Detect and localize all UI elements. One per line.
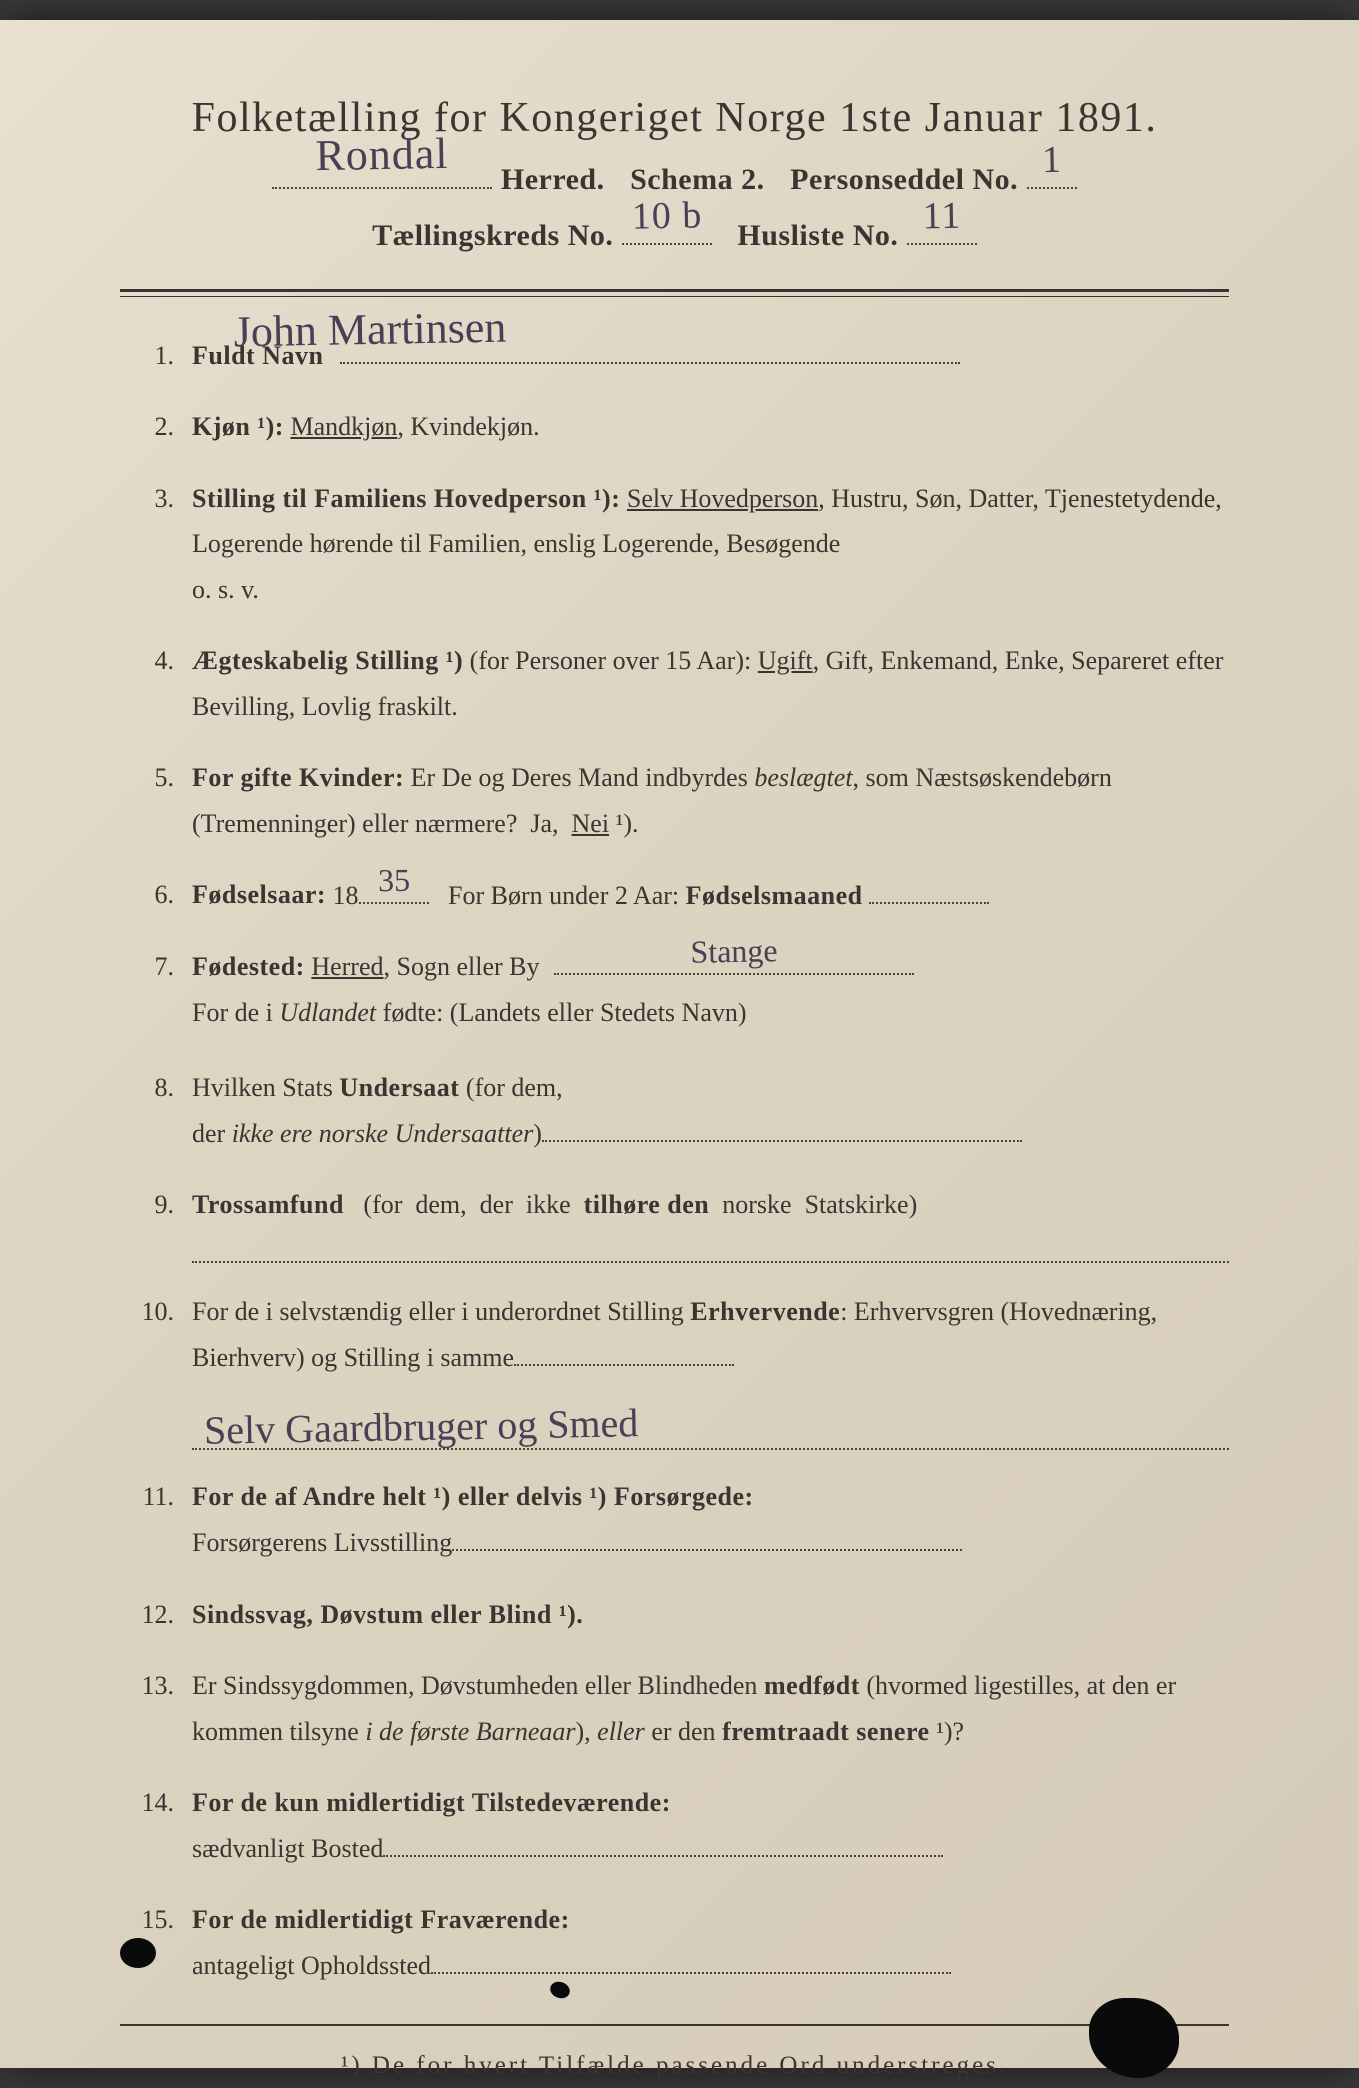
item-9: 9. Trossamfund (for dem, der ikke tilhør… <box>130 1182 1229 1263</box>
herred-field: Rondal <box>272 153 492 189</box>
personseddel-no-field: 1 <box>1027 153 1077 189</box>
item-3: 3. Stilling til Familiens Hovedperson ¹)… <box>130 476 1229 613</box>
ink-blot <box>120 1938 156 1968</box>
sogn-by-field: Stange <box>554 944 914 975</box>
census-form-page: Folketælling for Kongeriget Norge 1ste J… <box>0 20 1359 2068</box>
item-10: 10. For de i selvstændig eller i underor… <box>130 1289 1229 1380</box>
footer-rule <box>120 2024 1229 2026</box>
item-11: 11. For de af Andre helt ¹) eller delvis… <box>130 1474 1229 1565</box>
item-2: 2. Kjøn ¹): Mandkjøn, Kvindekjøn. <box>130 404 1229 450</box>
husliste-hw: 11 <box>922 184 962 249</box>
item-5: 5. For gifte Kvinder: Er De og Deres Man… <box>130 755 1229 846</box>
birthyear-hw: 35 <box>377 851 410 908</box>
item-10-line: Selv Gaardbruger og Smed <box>192 1406 1229 1450</box>
header-line-3: Tællingskreds No. 10 b Husliste No. 11 <box>120 209 1229 261</box>
footnote: ¹) De for hvert Tilfælde passende Ord un… <box>120 2052 1229 2080</box>
item-7: 7. Fødested: Herred, Sogn eller By Stang… <box>130 944 1229 1035</box>
form-items: 1. Fuldt Navn John Martinsen 2. Kjøn ¹):… <box>120 333 1229 1989</box>
item-15: 15. For de midlertidigt Fraværende: anta… <box>130 1897 1229 1988</box>
erhverv-hw: Selv Gaardbruger og Smed <box>204 1400 639 1455</box>
item-4: 4. Ægteskabelig Stilling ¹) (for Persone… <box>130 638 1229 729</box>
header-block: Folketælling for Kongeriget Norge 1ste J… <box>120 90 1229 261</box>
item-13: 13. Er Sindssygdommen, Døvstumheden elle… <box>130 1663 1229 1754</box>
taellingskreds-hw: 10 b <box>631 183 703 249</box>
item-6: 6. Fødselsaar: 1835 For Børn under 2 Aar… <box>130 872 1229 918</box>
fuldt-navn-field: John Martinsen <box>340 333 960 364</box>
fuldt-navn-hw: John Martinsen <box>233 289 507 371</box>
fodested-hw: Stange <box>690 922 778 980</box>
herred-handwritten: Rondal <box>315 117 449 194</box>
personseddel-no-hw: 1 <box>1041 128 1062 193</box>
husliste-field: 11 <box>907 209 977 245</box>
item-1: 1. Fuldt Navn John Martinsen <box>130 333 1229 379</box>
main-title: Folketælling for Kongeriget Norge 1ste J… <box>120 90 1229 147</box>
form-content: Folketælling for Kongeriget Norge 1ste J… <box>120 90 1229 1988</box>
taellingskreds-field: 10 b <box>622 209 712 245</box>
item-12: 12. Sindssvag, Døvstum eller Blind ¹). <box>130 1592 1229 1638</box>
item-14: 14. For de kun midlertidigt Tilstedevære… <box>130 1780 1229 1871</box>
item-8: 8. Hvilken Stats Undersaat (for dem, der… <box>130 1065 1229 1156</box>
